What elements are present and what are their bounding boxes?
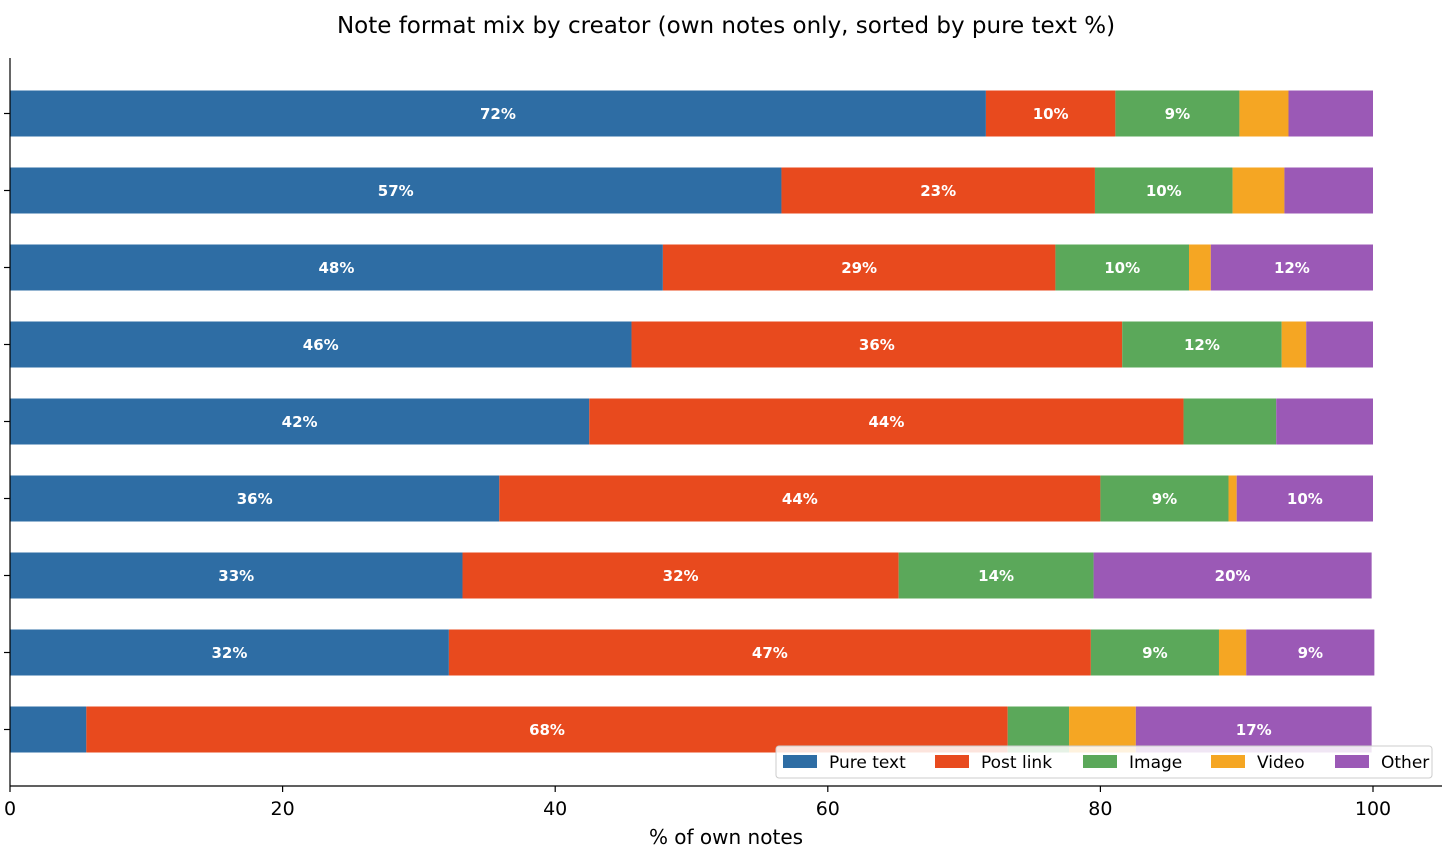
data-label-row6-pure-text: 36% [237, 490, 273, 508]
bar-row2-other [1284, 167, 1373, 214]
bar-row3-post-link [662, 244, 1056, 291]
bar-row7-post-link [462, 552, 899, 599]
x-axis-label: % of own notes [649, 825, 803, 849]
bar-row7-other [1093, 552, 1372, 599]
bar-row8-post-link [448, 629, 1091, 676]
data-label-row2-pure-text: 57% [378, 182, 414, 200]
x-tick-label-100: 100 [1355, 798, 1391, 820]
data-label-row4-post-link: 36% [859, 336, 895, 354]
bar-row1-post-link [985, 90, 1116, 137]
legend-swatch-post-link [935, 755, 969, 768]
data-label-row7-post-link: 32% [663, 567, 699, 585]
bar-row6-pure-text [10, 475, 500, 522]
bar-row3-image [1055, 244, 1189, 291]
bar-row9-other [1135, 706, 1372, 753]
bar-row5-image [1183, 398, 1277, 445]
bar-row9-video [1069, 706, 1136, 753]
bar-row2-pure-text [10, 167, 782, 214]
y-ticks-group [4, 112, 10, 731]
data-label-row6-other: 10% [1287, 490, 1323, 508]
legend: Pure text Post link Image Video Other [775, 745, 1433, 779]
data-label-row8-other: 9% [1298, 644, 1323, 662]
bar-labels-group: 72% 10% 9% 57% 23% 10% 48% 29% 10% 12% 46% 36% 12% 42… [211, 105, 1323, 739]
bar-row6-post-link [499, 475, 1101, 522]
bar-row6-image [1100, 475, 1229, 522]
data-label-row3-other: 12% [1274, 259, 1310, 277]
data-label-row1-image: 9% [1165, 105, 1190, 123]
data-label-row7-other: 20% [1215, 567, 1251, 585]
bar-row8-other [1246, 629, 1375, 676]
data-label-row9-post-link: 68% [529, 721, 565, 739]
data-label-row4-pure-text: 46% [303, 336, 339, 354]
data-label-row3-pure-text: 48% [318, 259, 354, 277]
legend-swatch-video [1211, 755, 1245, 768]
chart-title: Note format mix by creator (own notes on… [337, 13, 1115, 39]
legend-label-post-link: Post link [981, 753, 1052, 773]
bar-row2-video [1232, 167, 1285, 214]
data-label-row3-post-link: 29% [841, 259, 877, 277]
data-label-row8-pure-text: 32% [211, 644, 247, 662]
data-label-row8-image: 9% [1142, 644, 1167, 662]
legend-swatch-other [1335, 755, 1369, 768]
bar-row5-post-link [589, 398, 1184, 445]
legend-label-other: Other [1381, 753, 1429, 773]
legend-label-image: Image [1129, 753, 1182, 773]
bar-row5-other [1276, 398, 1373, 445]
bar-row8-image [1090, 629, 1219, 676]
bar-row1-image [1115, 90, 1240, 137]
data-label-row1-post-link: 10% [1033, 105, 1069, 123]
x-tick-label-0: 0 [4, 798, 16, 820]
bar-row3-other [1210, 244, 1373, 291]
legend-swatch-image [1083, 755, 1117, 768]
bar-row4-image [1122, 321, 1282, 368]
bars-group [10, 90, 1375, 753]
data-label-row3-image: 10% [1104, 259, 1140, 277]
data-label-row5-post-link: 44% [868, 413, 904, 431]
bar-row4-video [1281, 321, 1307, 368]
data-label-row5-pure-text: 42% [282, 413, 318, 431]
bar-row3-pure-text [10, 244, 663, 291]
x-ticks-group: 0 20 40 60 80 100 [4, 786, 1391, 820]
bar-row6-video [1228, 475, 1237, 522]
data-label-row4-image: 12% [1184, 336, 1220, 354]
x-tick-label-20: 20 [271, 798, 295, 820]
bar-row2-post-link [781, 167, 1095, 214]
bar-row8-video [1218, 629, 1247, 676]
legend-label-pure-text: Pure text [829, 753, 906, 773]
bar-row3-video [1188, 244, 1211, 291]
bar-row7-pure-text [10, 552, 463, 599]
x-tick-label-60: 60 [816, 798, 840, 820]
bar-row4-other [1306, 321, 1373, 368]
data-label-row6-image: 9% [1152, 490, 1177, 508]
data-label-row6-post-link: 44% [782, 490, 818, 508]
bar-row7-image [898, 552, 1094, 599]
data-label-row9-other: 17% [1236, 721, 1272, 739]
x-tick-label-40: 40 [543, 798, 567, 820]
bar-row1-other [1288, 90, 1373, 137]
bar-row9-post-link [86, 706, 1008, 753]
bar-row6-other [1236, 475, 1373, 522]
bar-row4-post-link [631, 321, 1123, 368]
legend-swatch-pure-text [783, 755, 817, 768]
bar-row9-pure-text [10, 706, 87, 753]
bar-row9-image [1007, 706, 1070, 753]
data-label-row2-post-link: 23% [920, 182, 956, 200]
bar-row5-pure-text [10, 398, 590, 445]
bar-row8-pure-text [10, 629, 449, 676]
bar-row1-pure-text [10, 90, 986, 137]
x-tick-label-80: 80 [1088, 798, 1112, 820]
bar-row1-video [1239, 90, 1289, 137]
bar-row2-image [1094, 167, 1233, 214]
legend-label-video: Video [1257, 753, 1305, 773]
bar-row4-pure-text [10, 321, 632, 368]
data-label-row8-post-link: 47% [752, 644, 788, 662]
data-label-row7-pure-text: 33% [218, 567, 254, 585]
data-label-row7-image: 14% [978, 567, 1014, 585]
data-label-row2-image: 10% [1146, 182, 1182, 200]
data-label-row1-pure-text: 72% [480, 105, 516, 123]
